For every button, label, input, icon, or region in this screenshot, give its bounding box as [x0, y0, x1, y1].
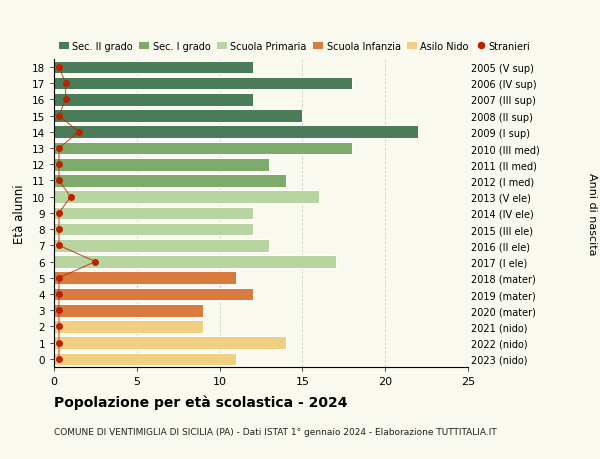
Point: [54, 64, 64, 72]
Point: [54, 355, 64, 363]
Point: [54, 307, 64, 314]
Text: Anni di nascita: Anni di nascita: [587, 172, 597, 255]
Bar: [54, 288, 253, 301]
Point: [54, 242, 64, 250]
Bar: [54, 158, 269, 171]
Bar: [54, 272, 236, 285]
Y-axis label: Età alunni: Età alunni: [13, 184, 26, 243]
Bar: [54, 304, 203, 317]
Text: COMUNE DI VENTIMIGLIA DI SICILIA (PA) - Dati ISTAT 1° gennaio 2024 - Elaborazion: COMUNE DI VENTIMIGLIA DI SICILIA (PA) - …: [54, 427, 497, 436]
Bar: [54, 224, 253, 236]
Text: Popolazione per età scolastica - 2024: Popolazione per età scolastica - 2024: [54, 395, 347, 409]
Point: [54, 323, 64, 330]
Bar: [54, 256, 335, 269]
Point: [91, 258, 100, 266]
Bar: [54, 207, 253, 220]
Point: [54, 177, 64, 185]
Bar: [54, 336, 286, 349]
Bar: [54, 126, 418, 139]
Legend: Sec. II grado, Sec. I grado, Scuola Primaria, Scuola Infanzia, Asilo Nido, Stran: Sec. II grado, Sec. I grado, Scuola Prim…: [59, 42, 530, 52]
Point: [54, 274, 64, 282]
Point: [74, 129, 83, 136]
Bar: [54, 94, 253, 106]
Point: [54, 112, 64, 120]
Point: [54, 210, 64, 217]
Bar: [54, 240, 269, 252]
Point: [54, 226, 64, 233]
Bar: [54, 353, 236, 365]
Bar: [54, 62, 253, 74]
Bar: [54, 320, 203, 333]
Point: [54, 291, 64, 298]
Point: [54, 145, 64, 152]
Point: [61, 96, 70, 104]
Bar: [54, 78, 352, 90]
Bar: [54, 191, 319, 203]
Bar: [54, 110, 302, 123]
Point: [66, 194, 76, 201]
Point: [61, 80, 70, 88]
Bar: [54, 175, 286, 187]
Point: [54, 161, 64, 168]
Point: [54, 339, 64, 347]
Bar: [54, 142, 352, 155]
